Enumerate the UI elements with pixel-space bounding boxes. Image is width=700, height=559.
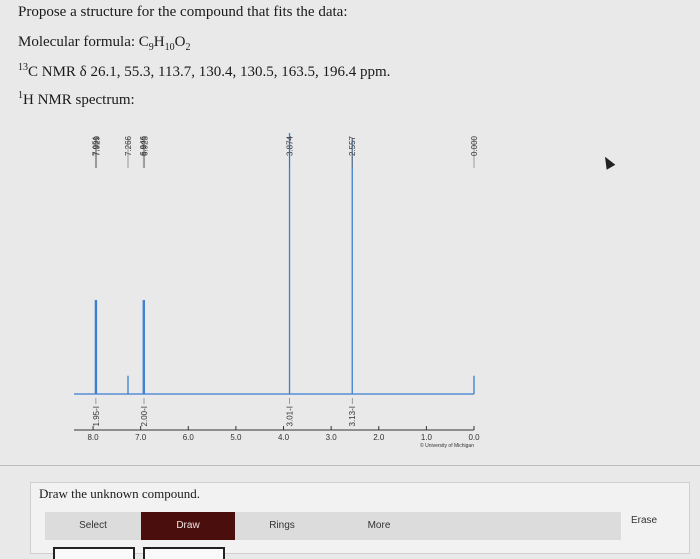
peak-shift-label: 2.557 [348, 135, 357, 156]
tab-rings[interactable]: Rings [269, 520, 295, 531]
editor-instruction: Draw the unknown compound. [39, 486, 201, 501]
integration-label: 3.01-I [286, 406, 295, 426]
peak-shift-label: 7.929 [92, 135, 101, 156]
x-tick-label: 3.0 [326, 433, 338, 442]
section-divider [0, 465, 700, 466]
peak-shift-label: 6.946 [139, 135, 148, 156]
c13-nmr-data: 13C NMR δ 26.1, 55.3, 113.7, 130.4, 130.… [18, 62, 391, 80]
x-tick-label: 5.0 [230, 433, 242, 442]
x-tick-label: 6.0 [183, 433, 195, 442]
tool-button[interactable] [143, 547, 225, 559]
x-tick-label: 7.0 [135, 433, 147, 442]
structure-editor-panel: Draw the unknown compound. Select Draw R… [30, 482, 690, 559]
tab-more[interactable]: More [367, 520, 391, 531]
integration-label: 1.95-I [92, 406, 101, 426]
x-tick-label: 1.0 [421, 433, 433, 442]
x-tick-label: 8.0 [87, 433, 99, 442]
molecular-formula: Molecular formula: C9H10O2 [18, 34, 191, 53]
x-tick-label: 4.0 [278, 433, 290, 442]
integration-label: 2.00-I [140, 406, 149, 426]
h1-nmr-label: 1H NMR spectrum: [18, 90, 135, 108]
editor-tabbar: Select Draw Rings More [45, 512, 621, 540]
copyright-credit: © University of Michigan [420, 442, 474, 449]
x-tick-label: 0.0 [468, 433, 480, 442]
peak-shift-label: 7.266 [124, 135, 133, 156]
tab-draw[interactable]: Draw [141, 512, 235, 540]
tab-select[interactable]: Select [79, 520, 107, 531]
integration-label: 3.13-I [348, 406, 357, 426]
peak-shift-label: 6.923 [140, 135, 149, 156]
tool-button[interactable] [53, 547, 135, 559]
erase-button[interactable]: Erase [631, 515, 658, 526]
peak-shift-label: 0.000 [470, 135, 479, 156]
x-tick-label: 2.0 [373, 433, 385, 442]
question-prompt: Propose a structure for the compound tha… [18, 4, 348, 20]
peak-shift-label: 7.951 [91, 135, 100, 156]
peak-shift-label: 3.874 [286, 135, 295, 156]
